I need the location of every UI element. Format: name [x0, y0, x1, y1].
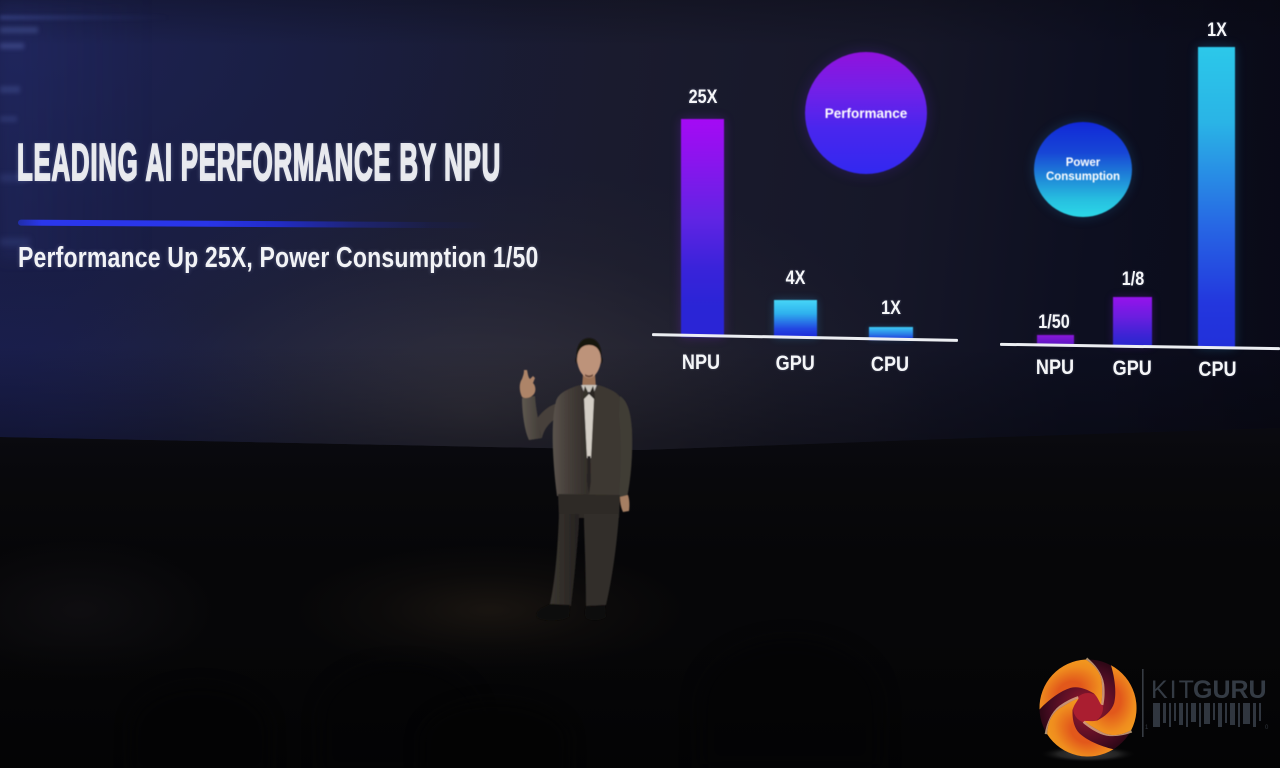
svg-text:GURU: GURU — [1193, 676, 1267, 704]
svg-text:1: 1 — [1145, 725, 1149, 731]
svg-text:KIT: KIT — [1151, 676, 1196, 704]
svg-text:0: 0 — [1265, 725, 1269, 731]
